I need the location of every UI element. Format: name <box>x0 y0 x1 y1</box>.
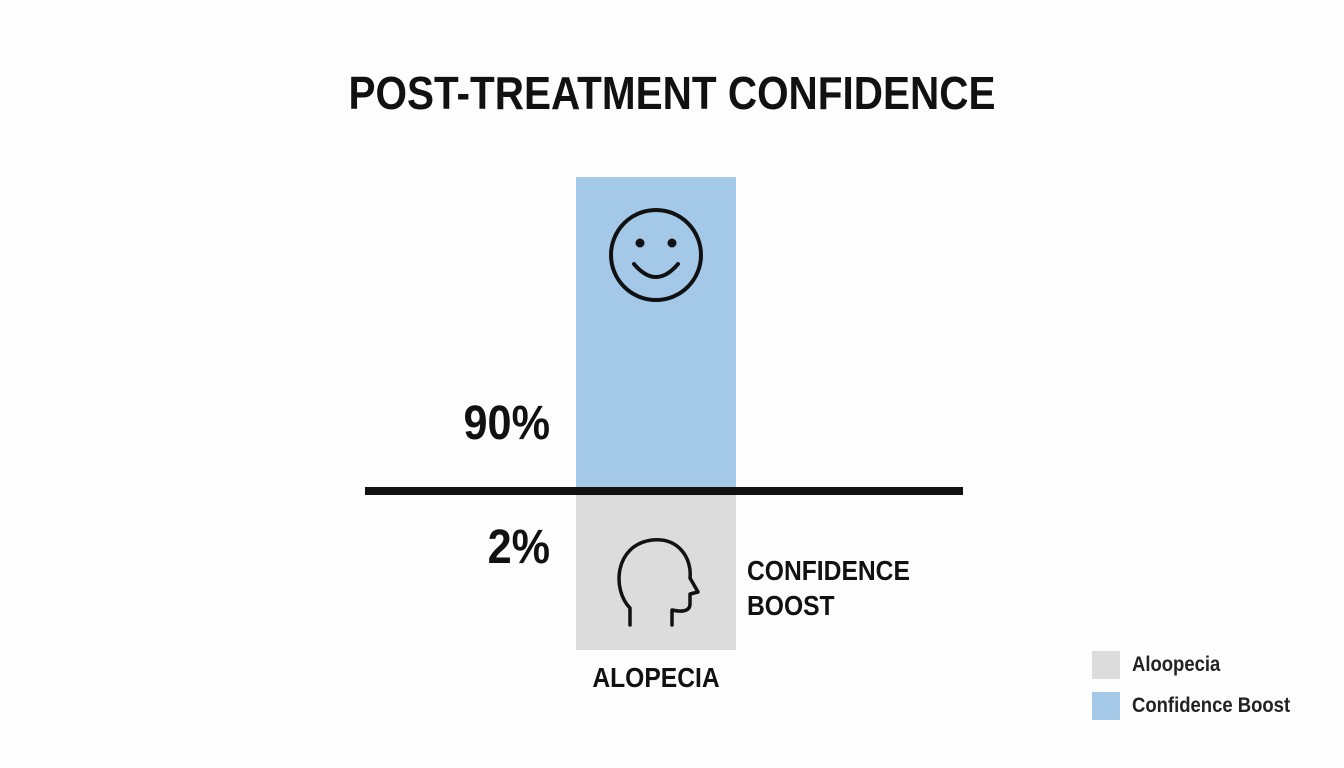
alopecia-bar <box>576 494 736 650</box>
value-label: 2% <box>487 521 550 574</box>
legend-swatch <box>1092 692 1120 720</box>
smiley-icon <box>609 208 703 302</box>
side-label: CONFIDENCE BOOST <box>747 555 910 621</box>
confidence-bar <box>576 177 736 490</box>
legend-label: Confidence Boost <box>1132 694 1291 717</box>
legend-label: Aloopecia <box>1132 653 1221 676</box>
title: POST-TREATMENT CONFIDENCE <box>348 67 996 119</box>
head-icon <box>617 538 700 627</box>
legend-swatch <box>1092 651 1120 679</box>
value-label: 90% <box>463 397 550 450</box>
category-label: ALOPECIA <box>592 662 720 693</box>
